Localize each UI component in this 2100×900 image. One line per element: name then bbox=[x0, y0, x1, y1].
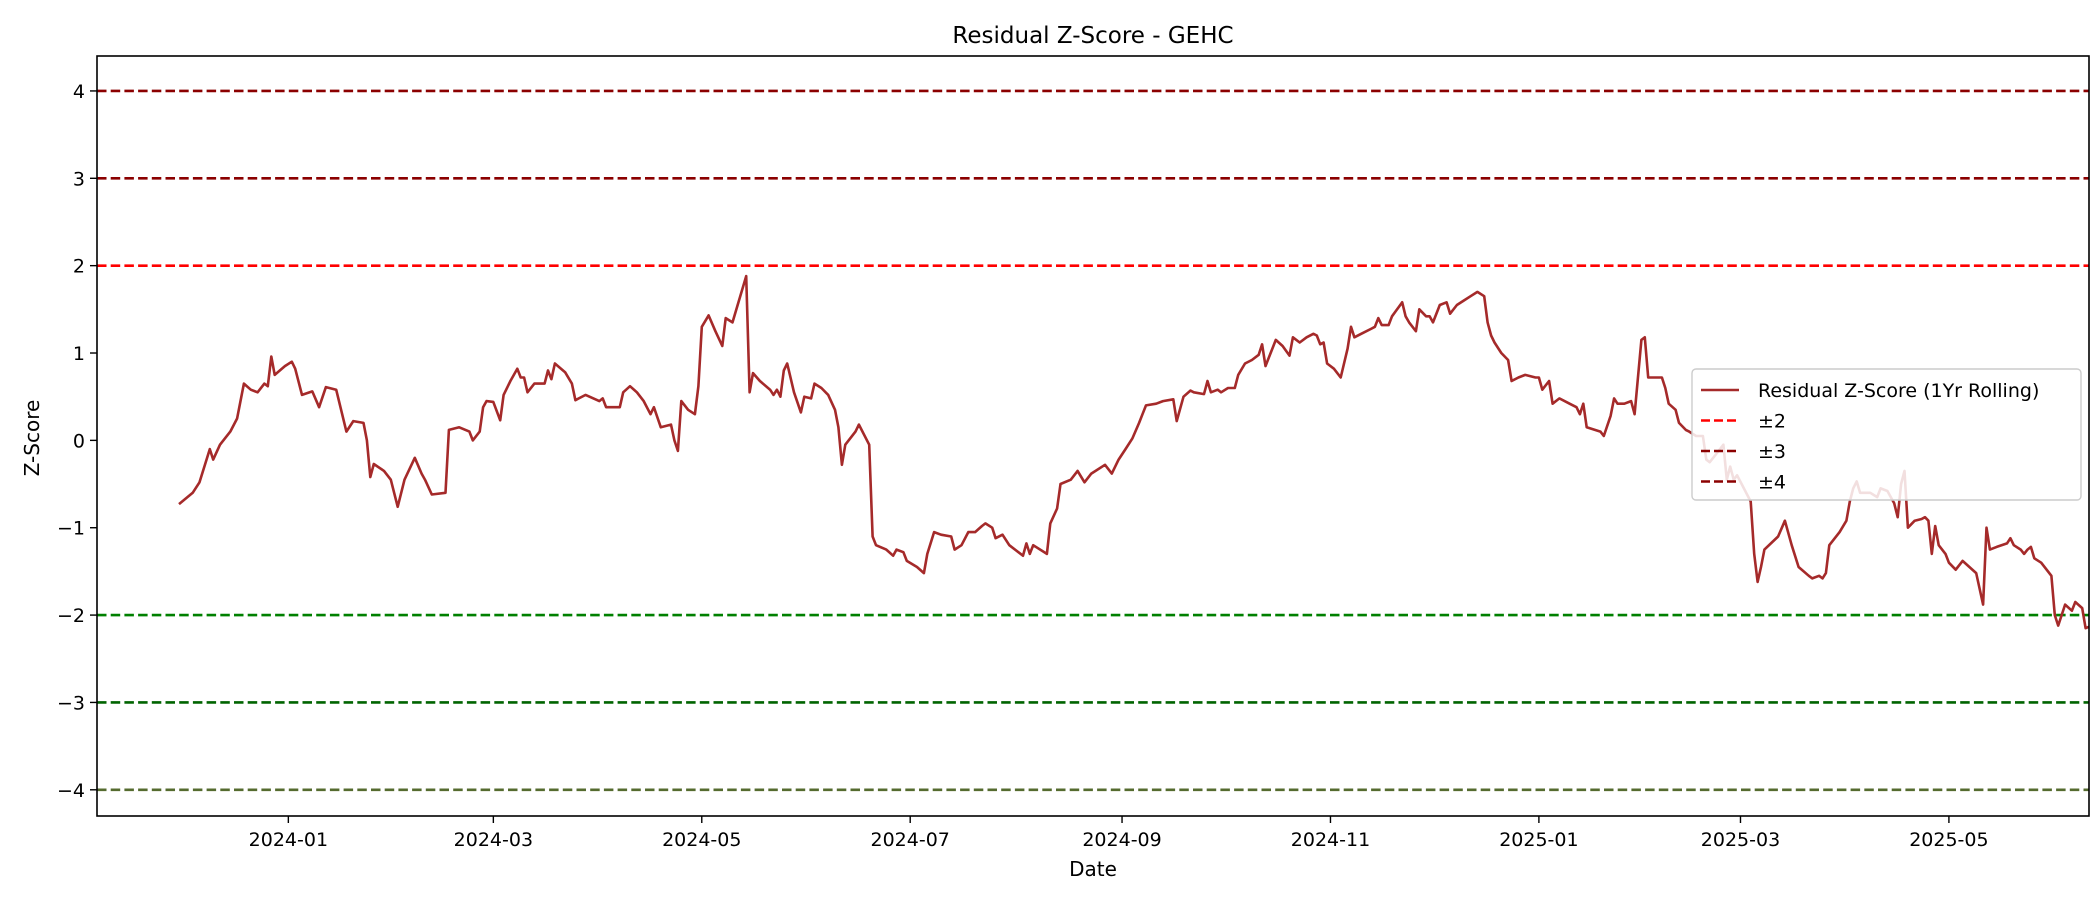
y-tick-label: −3 bbox=[57, 692, 85, 714]
x-tick-label: 2025-01 bbox=[1499, 829, 1578, 851]
legend-label: ±4 bbox=[1758, 472, 1786, 494]
y-tick-label: 2 bbox=[73, 256, 85, 278]
y-tick-label: 3 bbox=[73, 168, 85, 190]
legend-label: ±2 bbox=[1758, 411, 1786, 433]
y-tick-label: 0 bbox=[73, 430, 85, 452]
x-tick-label: 2024-09 bbox=[1082, 829, 1161, 851]
y-axis-label: Z-Score bbox=[20, 400, 44, 477]
chart-title: Residual Z-Score - GEHC bbox=[952, 23, 1233, 49]
x-tick-label: 2024-03 bbox=[454, 829, 533, 851]
x-tick-label: 2024-11 bbox=[1291, 829, 1370, 851]
x-tick-label: 2024-07 bbox=[871, 829, 950, 851]
legend: Residual Z-Score (1Yr Rolling) ±2 ±3 ±4 bbox=[1691, 368, 2082, 501]
x-axis-label: Date bbox=[1069, 857, 1117, 881]
legend-label: Residual Z-Score (1Yr Rolling) bbox=[1758, 380, 2039, 402]
y-tick-label: −2 bbox=[57, 605, 85, 627]
y-tick-label: 1 bbox=[73, 343, 85, 365]
y-tick-label: −1 bbox=[57, 518, 85, 540]
x-tick-label: 2025-03 bbox=[1701, 829, 1780, 851]
zscore-series-line bbox=[178, 274, 2089, 630]
y-tick-label: 4 bbox=[73, 81, 85, 103]
legend-box bbox=[1691, 368, 2082, 501]
x-tick-label: 2024-01 bbox=[249, 829, 328, 851]
y-axis: 4 3 2 1 0 −1 −2 −3 −4 bbox=[57, 81, 97, 802]
x-tick-label: 2024-05 bbox=[662, 829, 741, 851]
plot-frame bbox=[96, 55, 2090, 817]
plot-clipped bbox=[97, 89, 2089, 792]
legend-label: ±3 bbox=[1758, 441, 1786, 463]
x-tick-label: 2025-05 bbox=[1909, 829, 1988, 851]
y-tick-label: −4 bbox=[57, 780, 85, 802]
x-axis: 2024-01 2024-03 2024-05 2024-07 2024-09 2024-… bbox=[249, 816, 1989, 851]
plot-area bbox=[96, 55, 2090, 817]
